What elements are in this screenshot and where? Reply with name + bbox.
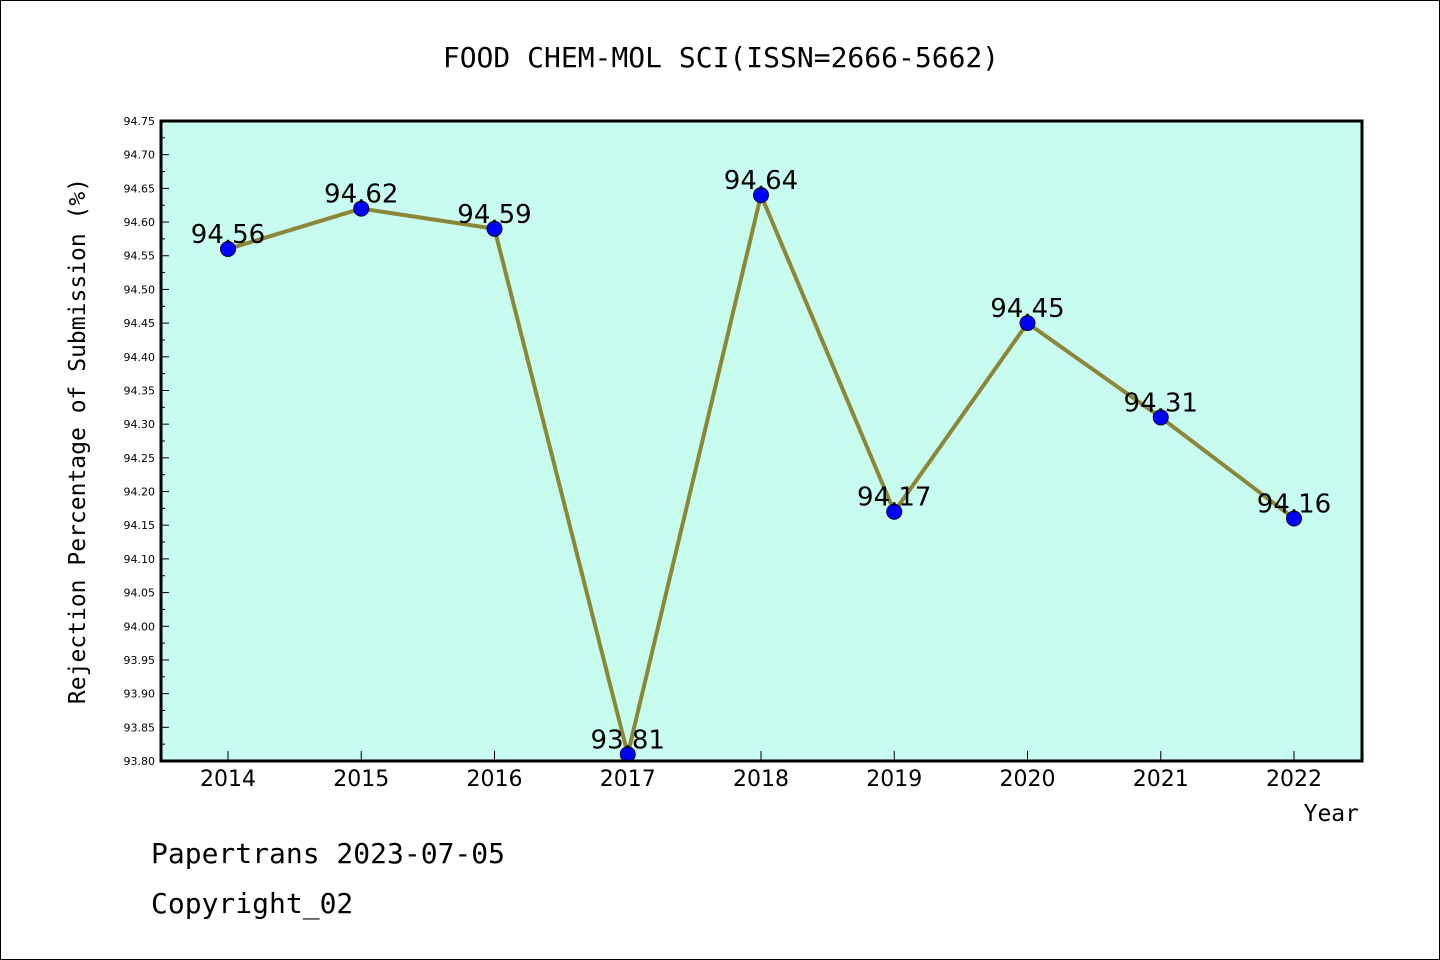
x-axis-ticks: 2014 2015 2016 2017 2018 2019 2020 2021 2022 [200, 751, 1322, 792]
data-point-marker [753, 187, 769, 204]
y-tick-label: 93.90 [124, 688, 156, 701]
x-axis-label: Year [1304, 801, 1359, 827]
y-tick-label: 94.60 [124, 216, 156, 229]
y-axis-label: Rejection Percentage of Submission (%) [65, 178, 91, 704]
x-tick-label: 2022 [1266, 767, 1322, 792]
y-tick-label: 94.50 [124, 283, 156, 296]
data-point-marker [486, 220, 503, 237]
y-tick-label: 94.65 [124, 182, 156, 195]
x-tick-label: 2014 [200, 767, 256, 792]
data-point-marker [1152, 409, 1169, 426]
y-tick-label: 94.25 [124, 452, 156, 465]
data-point-marker [353, 200, 370, 217]
data-label: 94.62 [324, 180, 398, 210]
y-tick-label: 94.75 [124, 115, 156, 128]
y-axis-ticks: 93.80 93.85 93.90 93.95 94.00 94.05 94.10 94.15… [124, 115, 169, 768]
y-tick-label: 93.85 [124, 721, 156, 734]
x-tick-label: 2020 [1000, 767, 1056, 792]
data-point-marker [886, 503, 903, 520]
data-label: 93.81 [591, 725, 665, 755]
data-label: 94.16 [1257, 489, 1331, 519]
x-tick-label: 2018 [733, 767, 789, 792]
plot-area [161, 121, 1362, 761]
y-tick-label: 94.10 [124, 553, 156, 566]
y-tick-label: 94.55 [124, 250, 156, 263]
y-tick-label: 94.40 [124, 351, 156, 364]
x-tick-label: 2021 [1133, 767, 1189, 792]
data-label: 94.31 [1124, 388, 1198, 418]
x-tick-label: 2017 [600, 767, 656, 792]
data-label: 94.64 [724, 166, 798, 196]
y-tick-label: 94.45 [124, 317, 156, 330]
y-tick-label: 94.00 [124, 620, 156, 633]
y-tick-label: 94.70 [124, 149, 156, 162]
y-tick-label: 94.15 [124, 519, 156, 532]
plot-frame [159, 119, 1364, 763]
data-point-marker [1019, 315, 1036, 332]
data-point-marker [220, 241, 236, 257]
data-label: 94.45 [990, 294, 1064, 324]
x-tick-label: 2019 [866, 767, 922, 792]
footer-date-text: Papertrans 2023-07-05 [151, 837, 506, 870]
series-markers [220, 187, 1302, 763]
footer-copyright-text: Copyright_02 [151, 887, 354, 920]
y-tick-label: 94.30 [124, 418, 156, 431]
data-label: 94.56 [191, 220, 265, 250]
data-label: 94.17 [857, 483, 931, 513]
x-tick-label: 2016 [467, 767, 523, 792]
y-tick-label: 94.05 [124, 587, 156, 600]
y-tick-label: 94.35 [124, 384, 156, 397]
y-tick-label: 93.95 [124, 654, 156, 667]
data-labels: 94.56 94.62 94.59 93.81 94.64 94.17 94.45 94.31… [191, 166, 1331, 755]
data-point-marker [1286, 510, 1302, 527]
chart-title: FOOD CHEM-MOL SCI(ISSN=2666-5662) [443, 41, 999, 74]
data-label: 94.59 [457, 200, 531, 230]
y-tick-label: 93.80 [124, 755, 156, 768]
x-tick-label: 2015 [333, 767, 389, 792]
y-tick-label: 94.20 [124, 486, 156, 499]
